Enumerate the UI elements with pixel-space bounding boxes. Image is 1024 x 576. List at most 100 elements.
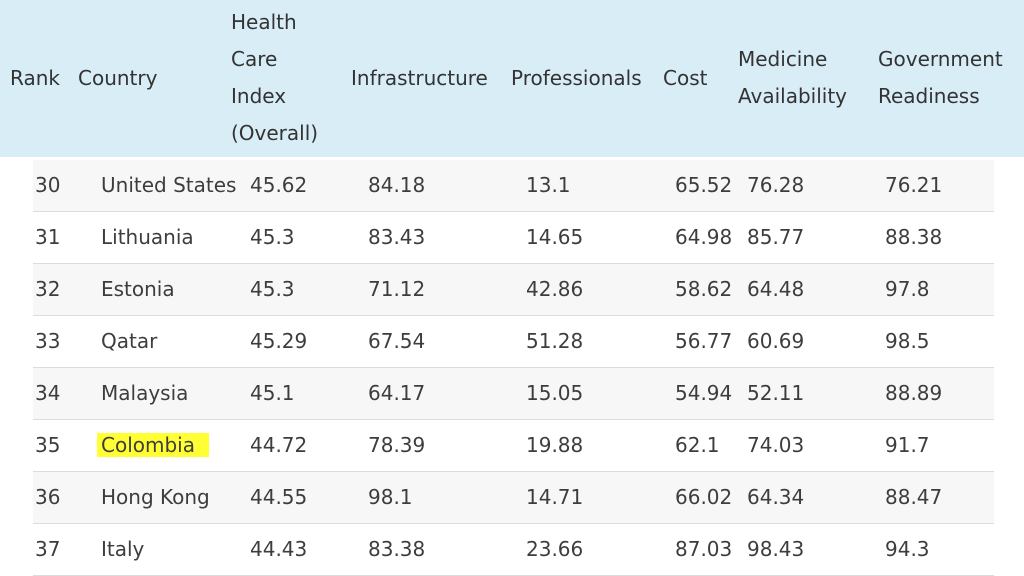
professionals-value: 14.71 — [526, 485, 584, 509]
cell-cost: 62.1 — [675, 420, 720, 471]
header-health-care-index: Health Care Index (Overall) — [231, 10, 319, 145]
government-value: 76.21 — [885, 173, 943, 197]
medicine-value: 64.34 — [747, 485, 805, 509]
index-value: 45.1 — [250, 381, 295, 405]
cell-professionals: 42.86 — [526, 264, 583, 315]
cell-professionals: 51.28 — [526, 316, 583, 367]
cost-value: 65.52 — [675, 173, 733, 197]
cell-country: United States — [101, 160, 236, 211]
country-value: Hong Kong — [101, 485, 210, 509]
professionals-value: 13.1 — [526, 173, 571, 197]
cell-infrastructure: 83.43 — [368, 212, 425, 263]
cost-value: 66.02 — [675, 485, 733, 509]
index-value: 45.29 — [250, 329, 308, 353]
index-value: 45.62 — [250, 173, 308, 197]
cell-government: 88.89 — [885, 368, 942, 419]
header-medicine-availability: Medicine Availability — [738, 47, 848, 108]
infrastructure-value: 84.18 — [368, 173, 426, 197]
cost-value: 64.98 — [675, 225, 733, 249]
cell-government: 94.3 — [885, 524, 930, 575]
rank-value: 31 — [35, 225, 61, 249]
cell-cost: 58.62 — [675, 264, 732, 315]
table-row: 33 Qatar 45.29 67.54 51.28 56.77 60.69 98.5 — [33, 316, 994, 368]
cell-government: 98.5 — [885, 316, 930, 367]
cell-infrastructure: 64.17 — [368, 368, 425, 419]
cell-professionals: 14.65 — [526, 212, 583, 263]
cell-index: 45.62 — [250, 160, 307, 211]
country-value: Malaysia — [101, 381, 189, 405]
medicine-value: 52.11 — [747, 381, 805, 405]
country-value: United States — [101, 173, 237, 197]
cell-rank: 33 — [35, 316, 60, 367]
cell-index: 45.29 — [250, 316, 307, 367]
cell-infrastructure: 83.38 — [368, 524, 425, 575]
cell-cost: 54.94 — [675, 368, 732, 419]
medicine-value: 60.69 — [747, 329, 805, 353]
medicine-value: 85.77 — [747, 225, 805, 249]
cell-infrastructure: 78.39 — [368, 420, 425, 471]
cell-government: 88.38 — [885, 212, 942, 263]
country-value: Qatar — [101, 329, 158, 353]
cell-index: 45.3 — [250, 264, 295, 315]
cell-medicine: 85.77 — [747, 212, 804, 263]
header-cost: Cost — [663, 66, 708, 90]
index-value: 45.3 — [250, 277, 295, 301]
cell-country: Lithuania — [101, 212, 194, 263]
medicine-value: 98.43 — [747, 537, 805, 561]
cell-cost: 64.98 — [675, 212, 732, 263]
cell-country: Colombia — [97, 420, 209, 471]
professionals-value: 23.66 — [526, 537, 584, 561]
professionals-value: 19.88 — [526, 433, 584, 457]
infrastructure-value: 78.39 — [368, 433, 426, 457]
cell-rank: 31 — [35, 212, 60, 263]
government-value: 88.38 — [885, 225, 943, 249]
table-row: 31 Lithuania 45.3 83.43 14.65 64.98 85.77 88.38 — [33, 212, 994, 264]
cell-professionals: 13.1 — [526, 160, 571, 211]
table-row: 32 Estonia 45.3 71.12 42.86 58.62 64.48 97.8 — [33, 264, 994, 316]
infrastructure-value: 67.54 — [368, 329, 426, 353]
cell-rank: 32 — [35, 264, 60, 315]
header-rank: Rank — [10, 66, 60, 90]
professionals-value: 51.28 — [526, 329, 584, 353]
cell-medicine: 64.48 — [747, 264, 804, 315]
cost-value: 56.77 — [675, 329, 733, 353]
cell-government: 76.21 — [885, 160, 942, 211]
cell-infrastructure: 67.54 — [368, 316, 425, 367]
infrastructure-value: 64.17 — [368, 381, 426, 405]
country-value: Estonia — [101, 277, 175, 301]
medicine-value: 64.48 — [747, 277, 805, 301]
cell-medicine: 74.03 — [747, 420, 804, 471]
cell-cost: 65.52 — [675, 160, 732, 211]
rank-value: 34 — [35, 381, 61, 405]
cell-professionals: 23.66 — [526, 524, 583, 575]
cell-country: Qatar — [101, 316, 157, 367]
cell-medicine: 98.43 — [747, 524, 804, 575]
medicine-value: 74.03 — [747, 433, 805, 457]
cell-rank: 37 — [35, 524, 60, 575]
government-value: 91.7 — [885, 433, 930, 457]
government-value: 97.8 — [885, 277, 930, 301]
cell-medicine: 76.28 — [747, 160, 804, 211]
cell-rank: 30 — [35, 160, 60, 211]
country-value: Italy — [101, 537, 145, 561]
rank-value: 30 — [35, 173, 61, 197]
table-row: 30 United States 45.62 84.18 13.1 65.52 76.28 7… — [33, 160, 994, 212]
table-body: 30 United States 45.62 84.18 13.1 65.52 76.28 7… — [33, 160, 994, 576]
country-value: Lithuania — [101, 225, 194, 249]
cell-professionals: 14.71 — [526, 472, 583, 523]
cell-index: 44.55 — [250, 472, 307, 523]
cost-value: 58.62 — [675, 277, 733, 301]
index-value: 44.55 — [250, 485, 308, 509]
table-header: Rank Country Health Care Index (Overall)… — [0, 0, 1024, 157]
infrastructure-value: 98.1 — [368, 485, 413, 509]
header-country: Country — [78, 66, 158, 90]
table-row: 34 Malaysia 45.1 64.17 15.05 54.94 52.11 88.89 — [33, 368, 994, 420]
professionals-value: 15.05 — [526, 381, 584, 405]
government-value: 94.3 — [885, 537, 930, 561]
header-infrastructure: Infrastructure — [351, 66, 488, 90]
cell-cost: 66.02 — [675, 472, 732, 523]
index-value: 45.3 — [250, 225, 295, 249]
cell-government: 91.7 — [885, 420, 930, 471]
country-value: Colombia — [97, 433, 209, 457]
cell-medicine: 52.11 — [747, 368, 804, 419]
